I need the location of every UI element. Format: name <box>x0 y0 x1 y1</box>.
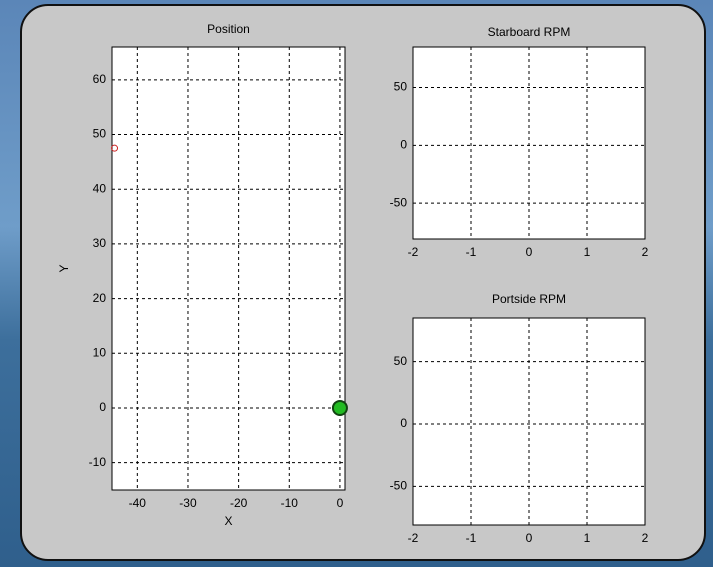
x-tick-label: -30 <box>179 496 197 510</box>
y-tick-label: 50 <box>394 80 408 94</box>
x-tick-label: 0 <box>526 245 533 259</box>
y-tick-label: 0 <box>400 416 407 430</box>
chart-title: Starboard RPM <box>488 25 571 39</box>
x-tick-label: -2 <box>408 245 419 259</box>
x-tick-label: -10 <box>281 496 299 510</box>
x-tick-label: -2 <box>408 531 419 545</box>
x-tick-label: -1 <box>466 245 477 259</box>
plot-area <box>111 46 346 491</box>
y-tick-label: 20 <box>93 291 107 305</box>
y-tick-label: 10 <box>93 345 107 359</box>
x-tick-label: 1 <box>584 531 591 545</box>
y-tick-label: 50 <box>394 354 408 368</box>
chart-title: Portside RPM <box>492 292 566 306</box>
x-tick-label: -20 <box>230 496 248 510</box>
x-tick-label: -1 <box>466 531 477 545</box>
chart-title: Position <box>207 22 250 36</box>
y-tick-label: 50 <box>93 127 107 141</box>
x-tick-label: 1 <box>584 245 591 259</box>
x-tick-label: 2 <box>642 531 649 545</box>
x-axis-label: X <box>224 514 232 528</box>
y-tick-label: 60 <box>93 72 107 86</box>
y-tick-label: 0 <box>99 400 106 414</box>
y-tick-label: 0 <box>400 137 407 151</box>
y-tick-label: -50 <box>390 479 408 493</box>
y-axis-label: Y <box>57 264 71 272</box>
y-tick-label: 30 <box>93 236 107 250</box>
x-tick-label: 2 <box>642 245 649 259</box>
point <box>331 399 348 416</box>
y-tick-label: 40 <box>93 181 107 195</box>
y-tick-label: -10 <box>89 455 107 469</box>
x-tick-label: -40 <box>129 496 147 510</box>
x-tick-label: 0 <box>337 496 344 510</box>
y-tick-label: -50 <box>390 195 408 209</box>
point <box>111 144 119 152</box>
x-tick-label: 0 <box>526 531 533 545</box>
